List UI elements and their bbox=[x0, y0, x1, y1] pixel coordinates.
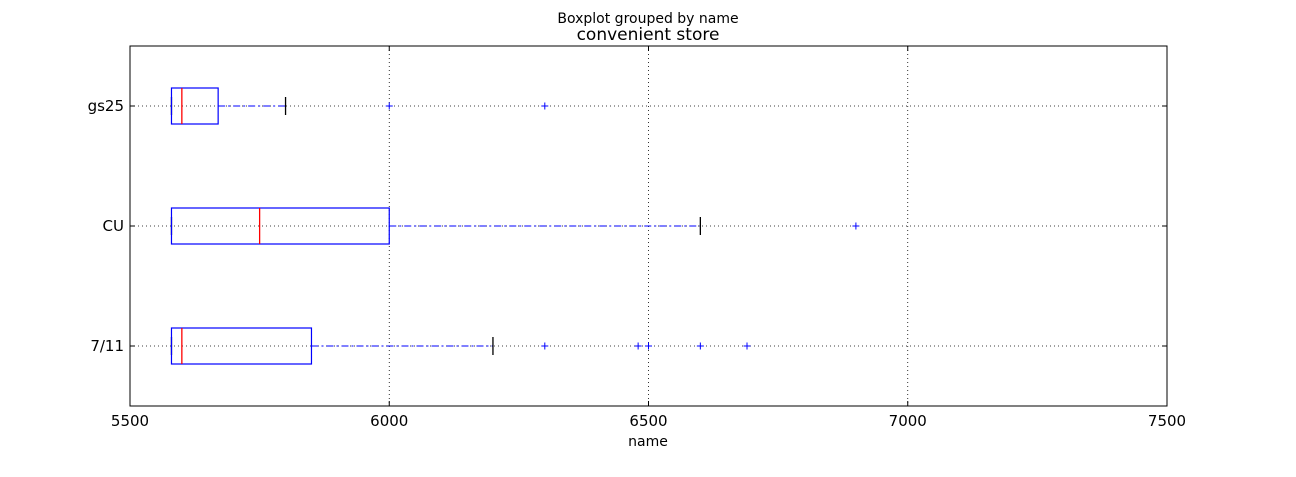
x-tick-label: 7000 bbox=[889, 412, 927, 430]
chart-title: convenient store bbox=[577, 25, 720, 45]
x-tick-label: 6000 bbox=[370, 412, 408, 430]
flier-point bbox=[743, 342, 751, 350]
flier-point bbox=[645, 342, 652, 350]
axis-ticks: 5500 6000 6500 7000 7500 7/11 CU gs25 bbox=[88, 46, 1186, 430]
flier-point bbox=[541, 342, 549, 350]
box-iqr bbox=[170, 207, 390, 245]
box-marks bbox=[170, 87, 860, 365]
chart-suptitle: Boxplot grouped by name bbox=[557, 11, 738, 27]
x-tick-label: 7500 bbox=[1148, 412, 1186, 430]
x-axis-label: name bbox=[628, 434, 668, 450]
y-tick-label: 7/11 bbox=[90, 337, 124, 355]
x-tick-label: 6500 bbox=[629, 412, 667, 430]
flier-point bbox=[634, 342, 642, 350]
box-iqr bbox=[170, 327, 313, 365]
flier-point bbox=[385, 102, 393, 110]
x-tick-label: 5500 bbox=[111, 412, 149, 430]
y-tick-label: CU bbox=[103, 217, 124, 235]
y-tick-label: gs25 bbox=[88, 97, 124, 115]
flier-point bbox=[696, 342, 704, 350]
flier-point bbox=[541, 102, 549, 110]
box-iqr bbox=[170, 87, 219, 125]
flier-point bbox=[852, 222, 860, 230]
